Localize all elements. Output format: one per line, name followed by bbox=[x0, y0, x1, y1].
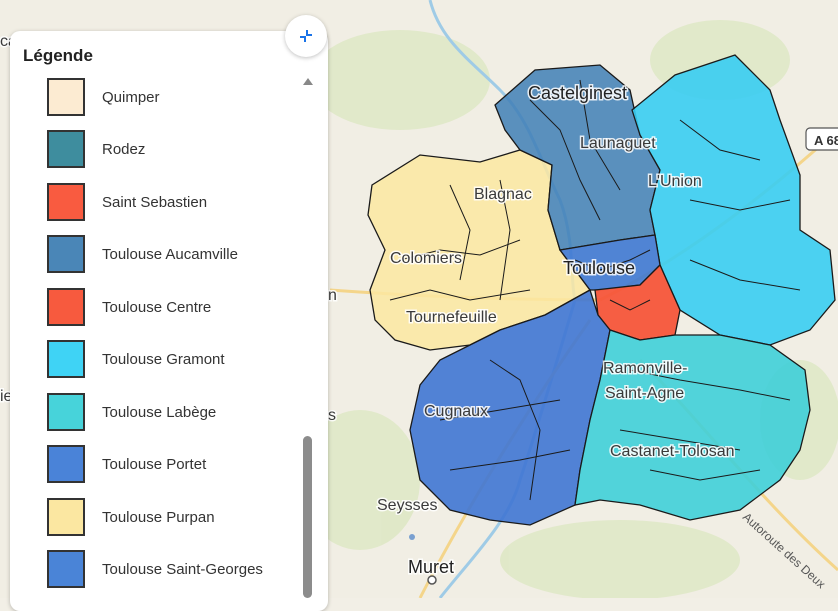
lake-icon bbox=[409, 534, 415, 540]
legend-label: Toulouse Gramont bbox=[102, 350, 225, 368]
legend-item: Toulouse Centre bbox=[47, 286, 211, 328]
legend-item: Toulouse Labège bbox=[47, 391, 216, 433]
legend-scrollbar[interactable] bbox=[301, 76, 315, 601]
legend-swatch bbox=[47, 445, 85, 483]
legend-swatch bbox=[47, 78, 85, 116]
place-label: Cugnaux bbox=[424, 403, 488, 420]
place-label: Colomiers bbox=[390, 250, 462, 267]
legend-item: Toulouse Saint-Georges bbox=[47, 548, 263, 590]
legend-swatch bbox=[47, 288, 85, 326]
scroll-up-arrow-icon[interactable] bbox=[303, 78, 313, 85]
legend-swatch bbox=[47, 393, 85, 431]
edge-fragment: n bbox=[328, 287, 337, 304]
legend-label: Toulouse Saint-Georges bbox=[102, 560, 263, 578]
scroll-thumb[interactable] bbox=[303, 436, 312, 598]
map[interactable]: Castelginest Launaguet L'Union Blagnac C… bbox=[0, 0, 838, 598]
place-label: Muret bbox=[408, 557, 454, 577]
legend-label: Toulouse Centre bbox=[102, 298, 212, 316]
commune-boundaries bbox=[389, 79, 801, 501]
legend-swatch bbox=[47, 183, 85, 221]
legend-label: Toulouse Labège bbox=[102, 403, 217, 421]
place-label: Ramonville- bbox=[603, 360, 687, 377]
legend-item: Saint Sebastien bbox=[47, 181, 207, 223]
legend-swatch bbox=[47, 340, 85, 378]
legend-item: Toulouse Purpan bbox=[47, 496, 215, 538]
place-label: Blagnac bbox=[474, 186, 532, 203]
town-marker-icon bbox=[427, 575, 437, 585]
legend-swatch bbox=[47, 130, 85, 168]
svg-text:A 68: A 68 bbox=[814, 133, 838, 148]
place-label: Castelginest bbox=[528, 83, 627, 103]
legend-label: Toulouse Aucamville bbox=[102, 245, 238, 263]
collapse-legend-button[interactable] bbox=[285, 15, 327, 57]
legend-item: Toulouse Gramont bbox=[47, 338, 225, 380]
legend-label: Toulouse Portet bbox=[102, 455, 207, 473]
road-badge: A 68 bbox=[805, 127, 838, 151]
legend-item: Rodez bbox=[47, 128, 145, 170]
legend-swatch bbox=[47, 235, 85, 273]
place-label: Castanet-Tolosan bbox=[610, 443, 735, 460]
legend-swatch bbox=[47, 550, 85, 588]
legend-list[interactable]: Quimper Rodez Saint Sebastien Toulouse A… bbox=[10, 76, 298, 611]
place-label: Seysses bbox=[377, 497, 437, 514]
legend-label: Saint Sebastien bbox=[102, 193, 208, 211]
collapse-icon bbox=[300, 30, 312, 42]
legend-title: Légende bbox=[23, 46, 93, 65]
legend-label: Rodez bbox=[102, 140, 146, 158]
place-label: Tournefeuille bbox=[406, 309, 497, 326]
legend-panel: Légende Quimper Rodez Saint Sebastien To… bbox=[10, 31, 328, 611]
legend-label: Quimper bbox=[102, 88, 160, 106]
district-toulouse-labege[interactable] bbox=[574, 329, 811, 521]
legend-item: Toulouse Aucamville bbox=[47, 233, 238, 275]
legend-label: Toulouse Purpan bbox=[102, 508, 215, 526]
place-label: L'Union bbox=[648, 173, 702, 190]
legend-swatch bbox=[47, 498, 85, 536]
legend-item: Toulouse Portet bbox=[47, 443, 206, 485]
edge-fragment: s bbox=[328, 407, 336, 424]
place-label: Saint-Agne bbox=[605, 385, 684, 402]
legend-item: Quimper bbox=[47, 76, 160, 118]
place-label: Launaguet bbox=[580, 135, 656, 152]
place-label: Toulouse bbox=[563, 258, 635, 278]
